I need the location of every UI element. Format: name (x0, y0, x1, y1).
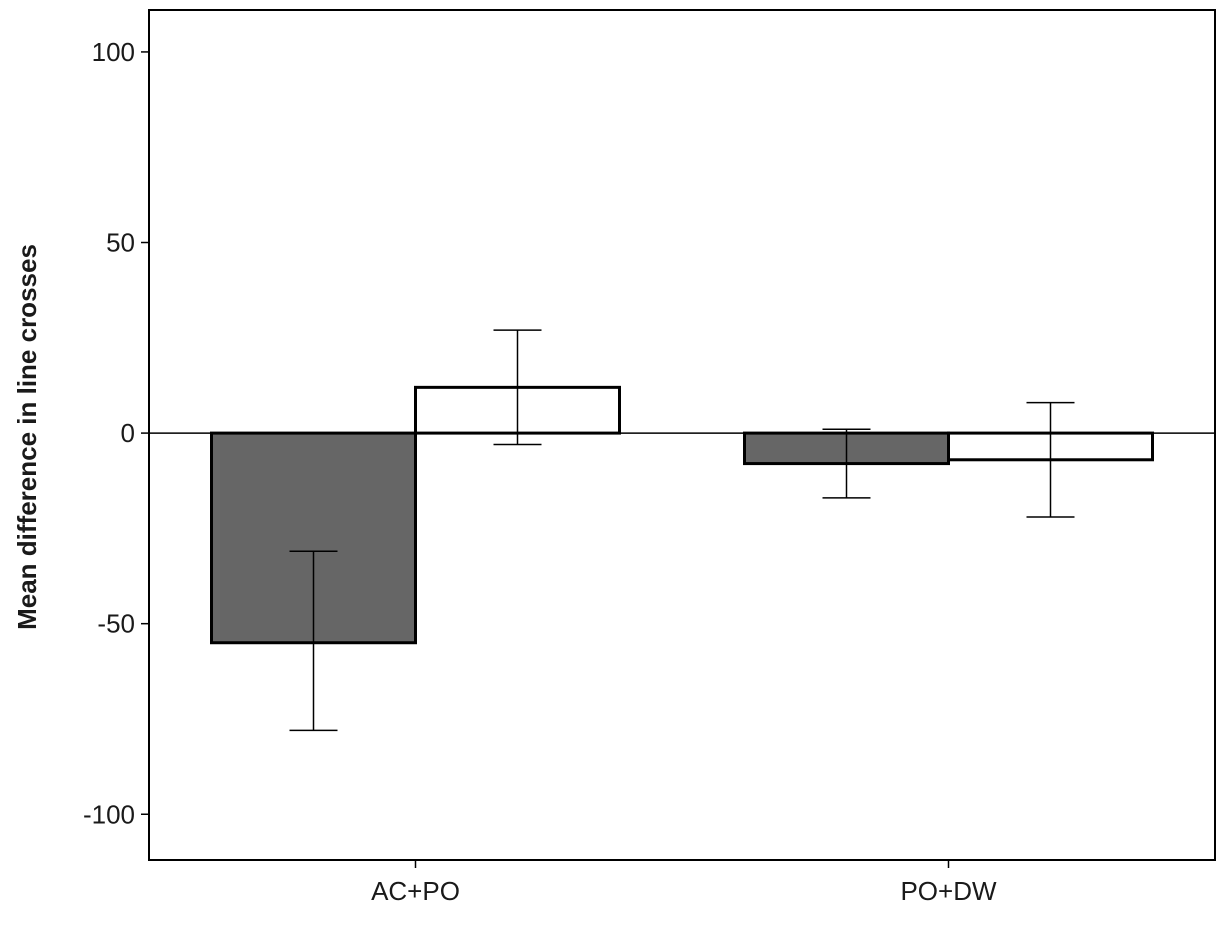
y-tick-label: 100 (92, 37, 135, 67)
y-tick-label: 0 (121, 418, 135, 448)
x-category-label: PO+DW (900, 876, 997, 906)
bars (210, 385, 1154, 645)
x-axis-ticks: AC+PO PO+DW (371, 860, 997, 906)
x-category-label: AC+PO (371, 876, 460, 906)
plot-frame (148, 9, 1216, 861)
y-axis-ticks: 100 50 0 -50 -100 (83, 37, 149, 829)
error-bars (289, 329, 1075, 732)
y-axis-title: Mean difference in line crosses (12, 244, 42, 630)
y-tick-label: 50 (106, 228, 135, 258)
y-tick-label: -50 (97, 609, 135, 639)
y-tick-label: -100 (83, 799, 135, 829)
